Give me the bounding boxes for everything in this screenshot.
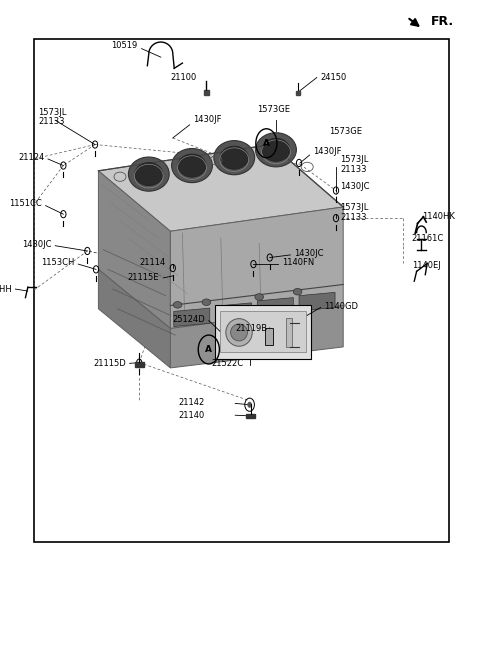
Text: 1430JC: 1430JC [22,240,51,249]
Text: 1140FN: 1140FN [282,258,314,267]
Text: 1151CC: 1151CC [10,199,42,208]
Bar [265,328,273,345]
Ellipse shape [178,154,206,177]
Ellipse shape [230,324,248,341]
Ellipse shape [262,139,290,162]
Polygon shape [257,298,293,316]
Text: 21522C: 21522C [212,359,244,368]
Text: 21142: 21142 [179,397,205,407]
Text: 1573JL
21133: 1573JL 21133 [340,203,368,221]
Text: 21161C: 21161C [412,234,444,243]
Text: 1573JL
21133: 1573JL 21133 [37,108,66,126]
Text: A: A [263,139,270,148]
Text: 1430JF: 1430JF [193,115,221,124]
Text: 1573GE: 1573GE [329,127,362,136]
Bar [135,362,144,367]
Text: 1430JC: 1430JC [294,249,323,258]
Polygon shape [98,171,170,328]
Text: 24150: 24150 [321,73,347,82]
Bar [215,305,311,359]
Bar [34,39,449,542]
Text: 21119B: 21119B [236,324,268,333]
Ellipse shape [226,319,252,346]
Bar [204,90,209,95]
Polygon shape [98,269,170,368]
Text: 1140HH: 1140HH [0,284,12,294]
Polygon shape [216,303,252,321]
Polygon shape [170,306,343,368]
Text: 21100: 21100 [170,73,197,82]
Text: 1140EJ: 1140EJ [412,261,441,270]
Circle shape [248,402,252,407]
Text: A: A [205,345,212,354]
Ellipse shape [202,299,211,306]
Ellipse shape [173,302,182,308]
Polygon shape [299,292,335,311]
Text: 1430JF: 1430JF [313,147,341,156]
Text: 21114: 21114 [139,258,166,267]
Ellipse shape [172,148,212,183]
Polygon shape [98,145,343,231]
Bar [296,91,300,95]
Text: FR.: FR. [431,15,454,28]
Bar [246,413,255,419]
Text: 1140GD: 1140GD [324,302,359,311]
Polygon shape [170,207,343,328]
Ellipse shape [220,147,248,170]
Ellipse shape [255,294,264,300]
Ellipse shape [255,133,296,167]
Ellipse shape [214,141,254,175]
Text: 1573GE: 1573GE [257,105,290,114]
Ellipse shape [135,163,163,186]
Text: 21124: 21124 [18,153,45,162]
Text: 1153CH: 1153CH [41,258,74,267]
Polygon shape [174,308,210,327]
Ellipse shape [293,288,302,295]
Text: 21115D: 21115D [93,359,126,368]
Bar [286,318,292,347]
Ellipse shape [129,157,169,191]
Text: 21140: 21140 [179,411,205,420]
Text: 25124D: 25124D [172,315,205,324]
Text: 1140HK: 1140HK [422,212,455,221]
Text: 10519: 10519 [111,41,138,51]
Bar [220,311,306,352]
Text: 21115E: 21115E [128,273,159,283]
Text: 1573JL
21133: 1573JL 21133 [340,155,368,173]
Text: 1430JC: 1430JC [340,182,369,191]
